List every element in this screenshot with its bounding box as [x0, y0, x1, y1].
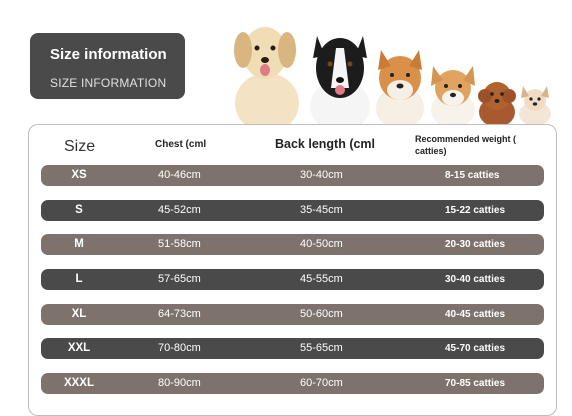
- chest-cell: 45-52cm: [158, 204, 201, 216]
- weight-cell: 15-22 catties: [445, 205, 506, 216]
- size-cell: XS: [71, 169, 87, 181]
- chest-cell: 57-65cm: [158, 273, 201, 285]
- size-cell: XXXL: [63, 377, 95, 389]
- poodle-image: [478, 82, 516, 126]
- chest-cell: 40-46cm: [158, 169, 201, 181]
- back-length-cell: 50-60cm: [300, 308, 343, 320]
- column-header-size: Size: [64, 138, 96, 155]
- table-row: S 45-52cm 35-45cm 15-22 catties: [41, 200, 544, 221]
- table-row: XXXL 80-90cm 60-70cm 70-85 catties: [41, 373, 544, 394]
- border-collie-image: [310, 36, 370, 126]
- back-length-cell: 55-65cm: [300, 342, 343, 354]
- weight-cell: 20-30 catties: [445, 239, 506, 250]
- size-info-badge: Size information SIZE INFORMATION: [30, 33, 185, 99]
- weight-cell: 45-70 catties: [445, 343, 506, 354]
- chest-cell: 70-80cm: [158, 342, 201, 354]
- table-row: XL 64-73cm 50-60cm 40-45 catties: [41, 304, 544, 325]
- column-header-back-length: Back length (cml: [275, 137, 376, 151]
- weight-cell: 70-85 catties: [445, 378, 506, 389]
- table-row: L 57-65cm 45-55cm 30-40 catties: [41, 269, 544, 290]
- back-length-cell: 35-45cm: [300, 204, 343, 216]
- small-dog-image: [519, 86, 551, 126]
- column-header-weight: Recommended weight ( catties): [415, 134, 517, 156]
- size-cell: S: [75, 204, 83, 216]
- size-cell: L: [75, 273, 83, 285]
- back-length-cell: 60-70cm: [300, 377, 343, 389]
- size-cell: XL: [71, 308, 87, 320]
- weight-cell: 30-40 catties: [445, 274, 506, 285]
- golden-retriever-image: [234, 27, 299, 126]
- table-row: XXL 70-80cm 55-65cm 45-70 catties: [41, 338, 544, 359]
- corgi-image: [431, 66, 475, 126]
- back-length-cell: 30-40cm: [300, 169, 343, 181]
- table-row: XS 40-46cm 30-40cm 8-15 catties: [41, 165, 544, 186]
- size-cell: M: [74, 238, 84, 250]
- dogs-illustration: [234, 27, 551, 126]
- page-title: Size information: [50, 46, 167, 63]
- chest-cell: 64-73cm: [158, 308, 201, 320]
- chest-cell: 80-90cm: [158, 377, 201, 389]
- weight-cell: 40-45 catties: [445, 309, 506, 320]
- weight-cell: 8-15 catties: [445, 170, 500, 181]
- shiba-inu-image: [376, 50, 424, 126]
- back-length-cell: 45-55cm: [300, 273, 343, 285]
- page-subtitle: SIZE INFORMATION: [50, 76, 167, 90]
- back-length-cell: 40-50cm: [300, 238, 343, 250]
- size-cell: XXL: [67, 342, 91, 354]
- size-table: Size Chest (cml Back length (cml Recomme…: [28, 124, 557, 416]
- table-row: M 51-58cm 40-50cm 20-30 catties: [41, 234, 544, 255]
- chest-cell: 51-58cm: [158, 238, 201, 250]
- column-header-chest: Chest (cml: [155, 139, 207, 150]
